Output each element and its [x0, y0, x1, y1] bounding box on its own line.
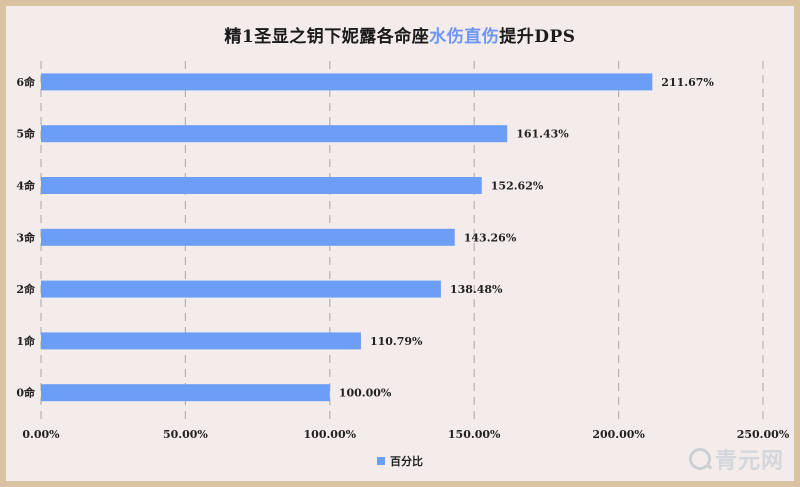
- x-tick-label-3: 150.00%: [448, 428, 501, 441]
- data-label-1: 161.43%: [516, 128, 569, 141]
- legend: 百分比: [6, 453, 794, 469]
- watermark: 青元网: [688, 443, 784, 475]
- x-tick-label-4: 200.00%: [592, 428, 645, 441]
- q-logo-icon: [688, 448, 711, 470]
- data-label-5: 110.79%: [370, 335, 423, 348]
- data-label-2: 152.62%: [491, 180, 544, 193]
- title-part-3: 提升DPS: [499, 27, 576, 47]
- bar-3: [41, 228, 455, 246]
- chart-title: 精1圣显之钥下妮露各命座水伤直伤提升DPS: [6, 22, 794, 47]
- category-label-1: 5命: [16, 127, 36, 141]
- bar-chart: 0.00% 50.00% 100.00% 150.00% 200.00% 250.00% 6…: [16, 61, 790, 441]
- title-highlight: 水伤直伤: [429, 27, 500, 47]
- bar-1: [41, 125, 508, 143]
- bar-2: [41, 177, 482, 194]
- category-label-2: 4命: [16, 179, 36, 193]
- x-tick-label-0: 0.00%: [22, 428, 60, 441]
- category-label-4: 2命: [16, 282, 36, 296]
- category-label-3: 3命: [16, 230, 36, 244]
- title-part-1: 精1圣显之钥下妮露各命座: [224, 27, 430, 47]
- chart-frame: 精1圣显之钥下妮露各命座水伤直伤提升DPS 0.00% 50.00% 100.00%…: [6, 6, 794, 481]
- bar-5: [41, 332, 361, 350]
- category-label-0: 6命: [16, 75, 36, 89]
- watermark-text: 青元网: [714, 449, 784, 474]
- bar-6: [41, 384, 330, 402]
- category-label-5: 1命: [16, 334, 36, 348]
- data-label-3: 143.26%: [464, 231, 517, 244]
- legend-swatch: [377, 457, 385, 465]
- category-label-6: 0命: [16, 386, 36, 400]
- legend-label: 百分比: [390, 455, 423, 468]
- x-tick-label-5: 250.00%: [737, 428, 790, 441]
- data-label-4: 138.48%: [450, 283, 503, 296]
- x-tick-label-1: 50.00%: [163, 428, 208, 441]
- data-label-6: 100.00%: [339, 387, 392, 400]
- bar-0: [41, 73, 653, 91]
- x-tick-label-2: 100.00%: [304, 428, 357, 441]
- data-label-0: 211.67%: [661, 76, 714, 89]
- bar-4: [41, 280, 441, 298]
